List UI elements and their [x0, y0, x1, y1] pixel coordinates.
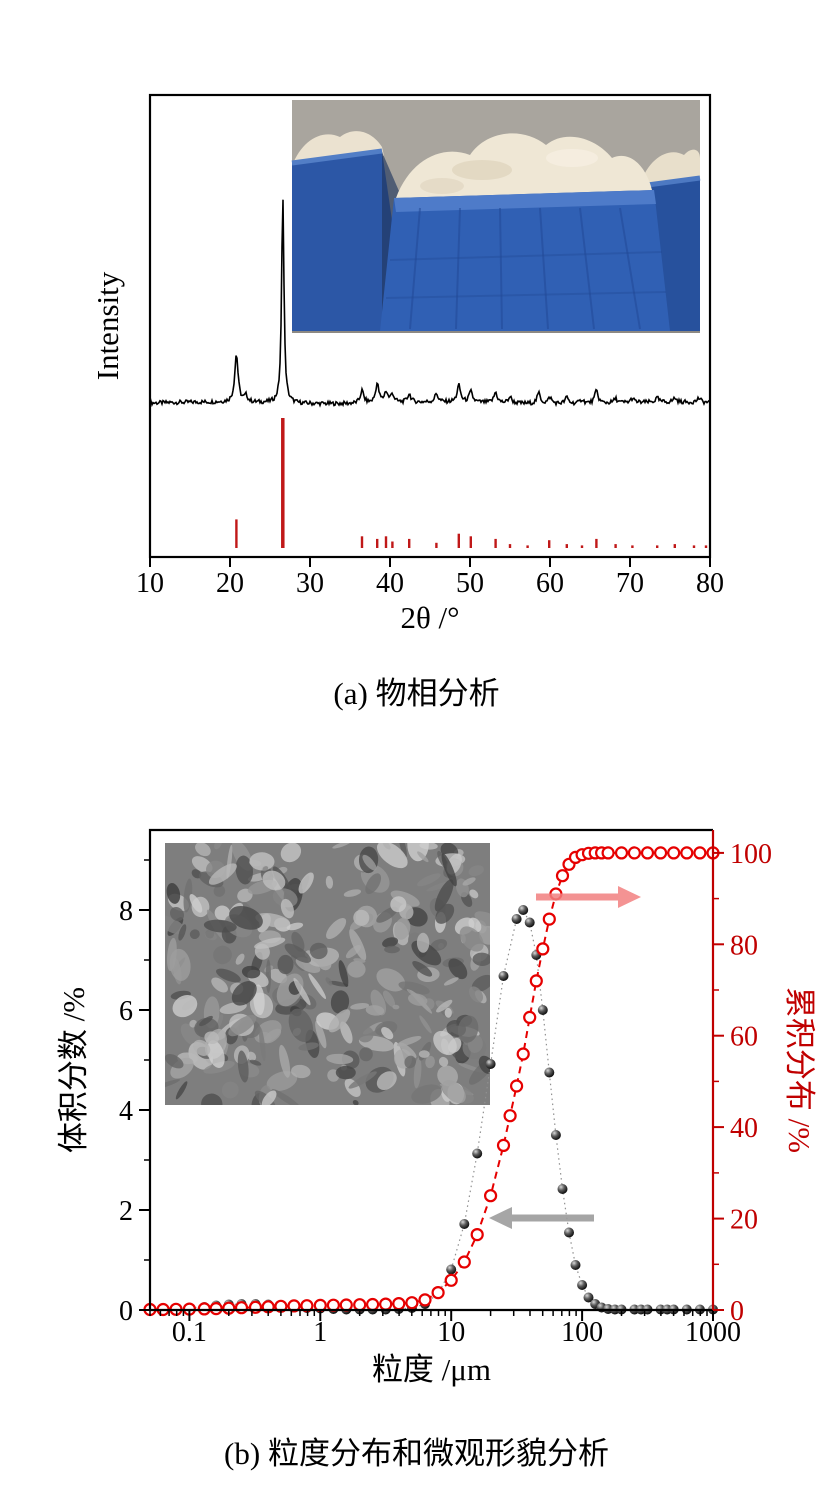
psd-x-label: 粒度 /μm: [372, 1352, 491, 1387]
svg-text:2: 2: [119, 1196, 133, 1227]
svg-text:30: 30: [296, 568, 324, 599]
xrd-chart: 10 20 30 40 50 60 70 80 2θ /° Intensity: [90, 93, 724, 635]
svg-text:8: 8: [119, 896, 133, 927]
svg-text:70: 70: [616, 568, 644, 599]
svg-text:100: 100: [730, 839, 772, 870]
svg-text:80: 80: [730, 930, 758, 961]
xrd-y-label: Intensity: [90, 271, 125, 380]
svg-text:40: 40: [376, 568, 404, 599]
svg-text:10: 10: [437, 1317, 465, 1348]
xrd-x-axis: 10 20 30 40 50 60 70 80: [136, 557, 724, 599]
psd-x-axis: 0.1 1 10 100 1000: [149, 1310, 741, 1348]
sem-inset: [165, 843, 490, 1105]
caption-b: (b) 粒度分布和微观形貌分析: [224, 1436, 609, 1471]
svg-text:40: 40: [730, 1113, 758, 1144]
svg-text:10: 10: [136, 568, 164, 599]
svg-text:50: 50: [456, 568, 484, 599]
svg-text:4: 4: [119, 1096, 133, 1127]
psd-left-axis: 0 2 4 6 8: [119, 859, 150, 1327]
svg-text:0: 0: [730, 1296, 744, 1327]
svg-text:60: 60: [730, 1022, 758, 1053]
powder-photo-inset: [291, 100, 701, 333]
svg-text:0: 0: [119, 1296, 133, 1327]
xrd-reference-series: [235, 418, 708, 548]
xrd-x-label: 2θ /°: [400, 600, 459, 635]
svg-text:1: 1: [313, 1317, 327, 1348]
caption-a: (a) 物相分析: [333, 676, 500, 711]
svg-text:80: 80: [696, 568, 724, 599]
svg-text:1000: 1000: [685, 1317, 741, 1348]
svg-text:0.1: 0.1: [172, 1317, 207, 1348]
svg-text:100: 100: [561, 1317, 603, 1348]
svg-text:20: 20: [216, 568, 244, 599]
psd-right-axis: 0 20 40 60 80 100: [713, 839, 772, 1327]
xrd-measured-series: [149, 199, 711, 408]
svg-text:60: 60: [536, 568, 564, 599]
svg-text:6: 6: [119, 996, 133, 1027]
svg-text:20: 20: [730, 1205, 758, 1236]
psd-left-y-label: 体积分数 /%: [56, 987, 91, 1153]
axis-arrows: [489, 886, 641, 1229]
cumulative-series: [143, 846, 720, 1317]
xrd-plot-frame: [148, 93, 712, 559]
psd-right-y-label: 累积分布 /%: [782, 987, 817, 1153]
